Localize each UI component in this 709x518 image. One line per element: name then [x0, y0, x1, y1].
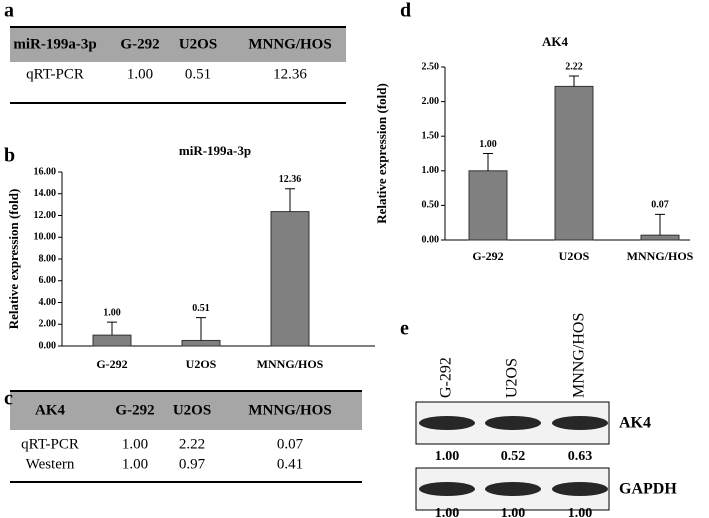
blot-band [485, 482, 541, 496]
y-tick-label: 2.00 [39, 319, 57, 330]
bar [468, 170, 508, 241]
error-bar [655, 213, 665, 236]
lane-label: U2OS [504, 358, 521, 398]
band-level: 1.00 [435, 506, 460, 518]
error-bar [569, 75, 579, 87]
y-tick-label: 14.00 [34, 188, 57, 199]
table-header: MNNG/HOS [248, 402, 331, 418]
table-cell: Western [26, 456, 75, 472]
band-level: 1.00 [435, 449, 460, 464]
table-cell: 2.22 [179, 436, 205, 452]
error-bar [107, 321, 117, 336]
table-cell: qRT-PCR [26, 66, 84, 82]
blot-band [552, 416, 608, 430]
panel-letter: d [400, 0, 411, 22]
table-header: AK4 [35, 402, 66, 418]
x-tick-label: G-292 [472, 249, 503, 263]
y-tick-label: 6.00 [39, 275, 57, 286]
x-tick-label: U2OS [186, 357, 217, 371]
blot-band [552, 482, 608, 496]
protein-label: GAPDH [619, 481, 677, 498]
table-header: MNNG/HOS [248, 36, 331, 52]
panel-letter: c [4, 388, 13, 410]
value-label: 0.07 [651, 200, 669, 211]
bar [640, 234, 680, 241]
value-label: 2.22 [565, 61, 583, 72]
y-tick-label: 2.00 [422, 96, 440, 107]
table-header: U2OS [173, 402, 211, 418]
x-tick-label: U2OS [559, 249, 590, 263]
value-label: 0.51 [192, 303, 210, 314]
blot-band [485, 416, 541, 430]
table-cell: 0.51 [185, 66, 211, 82]
blot-band [419, 482, 475, 496]
panel-letter: a [4, 0, 14, 22]
bar [270, 211, 310, 347]
y-tick-label: 1.00 [422, 165, 440, 176]
y-tick-label: 2.50 [422, 61, 440, 72]
table-header-bg [10, 392, 362, 430]
table-header-bg [10, 28, 346, 62]
band-level: 0.52 [501, 449, 526, 464]
value-label: 1.00 [103, 307, 121, 318]
value-label: 12.36 [279, 174, 302, 185]
y-tick-label: 1.50 [422, 130, 440, 141]
y-tick-label: 10.00 [34, 232, 57, 243]
protein-label: AK4 [619, 415, 651, 432]
table-cell: qRT-PCR [21, 436, 79, 452]
table-header: G-292 [120, 36, 159, 52]
error-bar [483, 153, 493, 171]
bar [554, 85, 594, 241]
x-tick-label: MNNG/HOS [257, 357, 324, 371]
y-tick-label: 4.00 [39, 297, 57, 308]
band-level: 1.00 [568, 506, 593, 518]
table-cell: 1.00 [122, 436, 148, 452]
y-tick-label: 0.50 [422, 200, 440, 211]
bar [181, 339, 221, 347]
band-level: 1.00 [501, 506, 526, 518]
table-cell: 0.07 [277, 436, 304, 452]
panel-letter: e [400, 318, 409, 340]
lane-label: G-292 [438, 357, 455, 398]
y-tick-label: 12.00 [34, 210, 57, 221]
table-header: G-292 [115, 402, 154, 418]
y-tick-label: 0.00 [422, 234, 440, 245]
value-label: 1.00 [479, 139, 497, 150]
y-tick-label: 16.00 [34, 166, 57, 177]
y-tick-label: 0.00 [39, 340, 57, 351]
band-level: 0.63 [568, 449, 593, 464]
table-header: U2OS [179, 36, 217, 52]
table-cell: 0.41 [277, 456, 303, 472]
error-bar [285, 188, 295, 212]
error-bar [196, 317, 206, 341]
table-cell: 12.36 [273, 66, 307, 82]
bar [92, 334, 132, 347]
x-tick-label: MNNG/HOS [627, 249, 694, 263]
table-header: miR-199a-3p [13, 36, 96, 52]
y-axis-label: Relative expression (fold) [6, 189, 21, 330]
panel-letter: b [4, 145, 15, 167]
table-cell: 0.97 [179, 456, 206, 472]
chart-title: AK4 [542, 34, 569, 49]
chart-title: miR-199a-3p [179, 143, 251, 158]
table-cell: 1.00 [122, 456, 148, 472]
y-tick-label: 8.00 [39, 253, 57, 264]
blot-band [419, 416, 475, 430]
y-axis-label: Relative expression (fold) [374, 83, 389, 224]
table-cell: 1.00 [127, 66, 153, 82]
lane-label: MNNG/HOS [571, 313, 588, 398]
x-tick-label: G-292 [96, 357, 127, 371]
